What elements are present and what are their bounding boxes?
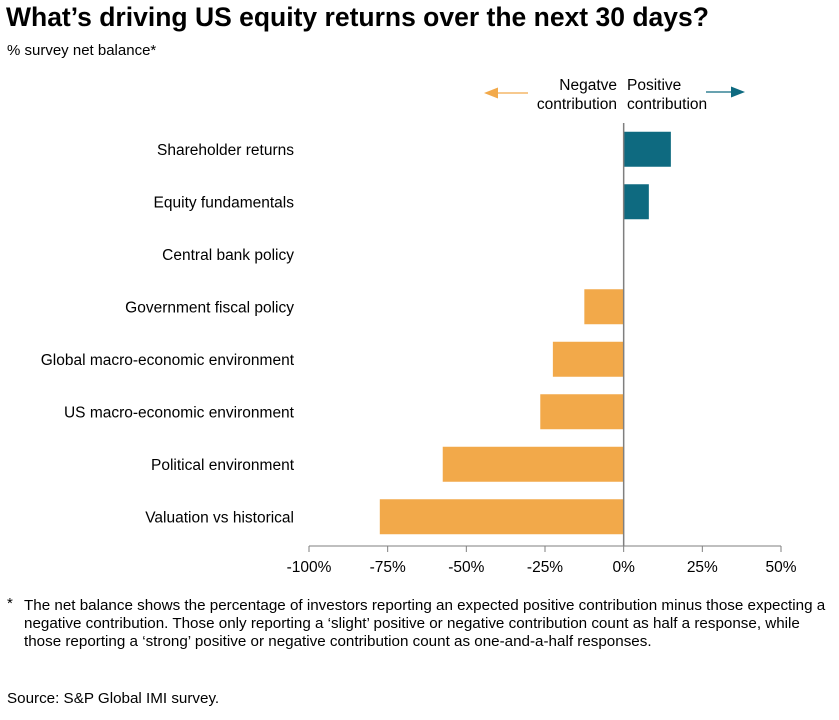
legend-positive-arrowhead bbox=[731, 86, 745, 98]
category-label: Government fiscal policy bbox=[125, 299, 294, 316]
bar-government-fiscal-policy bbox=[584, 289, 624, 325]
legend-positive-label: Positive contribution bbox=[627, 77, 707, 113]
bar-us-macro-economic-environment bbox=[540, 394, 624, 430]
x-tick-label: -75% bbox=[370, 559, 406, 576]
category-labels: Shareholder returns Equity fundamentals Ce… bbox=[41, 142, 295, 527]
x-axis: -100% -75% -50% -25% 0% 25% 50% bbox=[287, 123, 797, 576]
chart-subtitle: % survey net balance* bbox=[7, 42, 157, 59]
bar-shareholder-returns bbox=[623, 131, 671, 167]
bars bbox=[379, 131, 671, 535]
x-tick-label: 25% bbox=[687, 559, 718, 576]
bar-valuation-vs-historical bbox=[379, 499, 624, 535]
x-tick-label: -50% bbox=[448, 559, 484, 576]
footnote: * The net balance shows the percentage o… bbox=[7, 595, 832, 651]
legend-negative-arrowhead bbox=[484, 87, 498, 99]
x-tick-label: -25% bbox=[527, 559, 563, 576]
x-tick-label: 0% bbox=[612, 559, 635, 576]
source-note: Source: S&P Global IMI survey. bbox=[7, 690, 220, 707]
category-label: US macro-economic environment bbox=[64, 404, 295, 421]
bar-political-environment bbox=[442, 446, 624, 482]
chart-title: What’s driving US equity returns over th… bbox=[6, 2, 709, 32]
x-tick-label: -100% bbox=[287, 559, 332, 576]
bar-global-macro-economic-environment bbox=[552, 341, 624, 377]
x-tick-label: 50% bbox=[765, 559, 796, 576]
footnote-marker: * bbox=[7, 595, 13, 612]
category-label: Shareholder returns bbox=[157, 142, 294, 159]
category-label: Central bank policy bbox=[162, 247, 294, 264]
category-label: Equity fundamentals bbox=[154, 194, 295, 211]
legend-negative-label: Negatve contribution bbox=[537, 77, 617, 113]
footnote-text: The net balance shows the percentage of … bbox=[24, 597, 826, 650]
category-label: Global macro-economic environment bbox=[41, 352, 295, 369]
category-label: Valuation vs historical bbox=[145, 509, 294, 526]
legend: Negatve contribution Positive contribution bbox=[484, 77, 745, 113]
category-label: Political environment bbox=[151, 457, 295, 474]
bar-equity-fundamentals bbox=[623, 184, 649, 220]
